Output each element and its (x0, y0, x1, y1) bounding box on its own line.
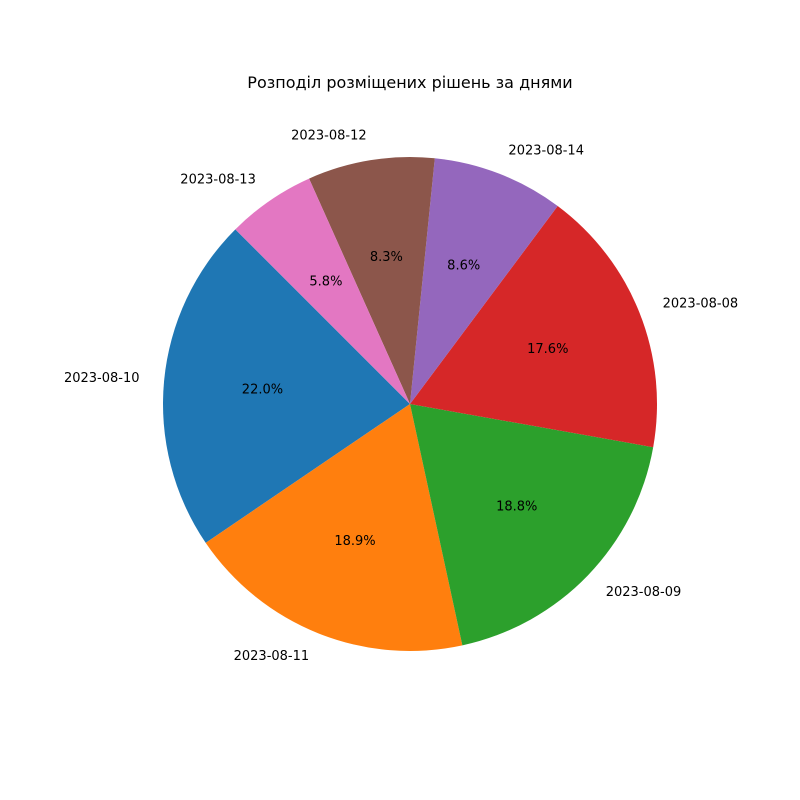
slice-label: 2023-08-12 (291, 128, 367, 143)
pie-slices (162, 157, 657, 652)
slice-label: 2023-08-09 (606, 585, 682, 600)
slice-percent-label: 22.0% (242, 383, 283, 398)
slice-percent-label: 18.9% (334, 534, 375, 549)
slice-percent-label: 5.8% (309, 274, 342, 289)
chart-title: Розподіл розміщених рішень за днями (247, 73, 572, 92)
slice-label: 2023-08-13 (180, 173, 256, 188)
slice-percent-label: 17.6% (527, 342, 568, 357)
pie-slice-2023-08-11 (205, 404, 463, 652)
slice-label: 2023-08-08 (663, 296, 739, 311)
pie-slice-2023-08-09 (410, 404, 654, 646)
slice-label: 2023-08-11 (234, 649, 310, 664)
slice-label: 2023-08-10 (64, 371, 140, 386)
pie-labels: 2023-08-10 22.0% 2023-08-11 18.9% 2023-08-09… (64, 128, 738, 664)
slice-percent-label: 8.6% (447, 258, 480, 273)
pie-slice-2023-08-10 (162, 229, 410, 543)
pie-slice-2023-08-14 (410, 158, 558, 404)
slice-percent-label: 18.8% (496, 499, 537, 514)
slice-percent-label: 8.3% (370, 250, 403, 265)
pie-slice-2023-08-13 (235, 178, 410, 404)
pie-slice-2023-08-12 (309, 157, 435, 404)
pie-slice-2023-08-08 (410, 206, 657, 448)
slice-label: 2023-08-14 (508, 143, 584, 158)
